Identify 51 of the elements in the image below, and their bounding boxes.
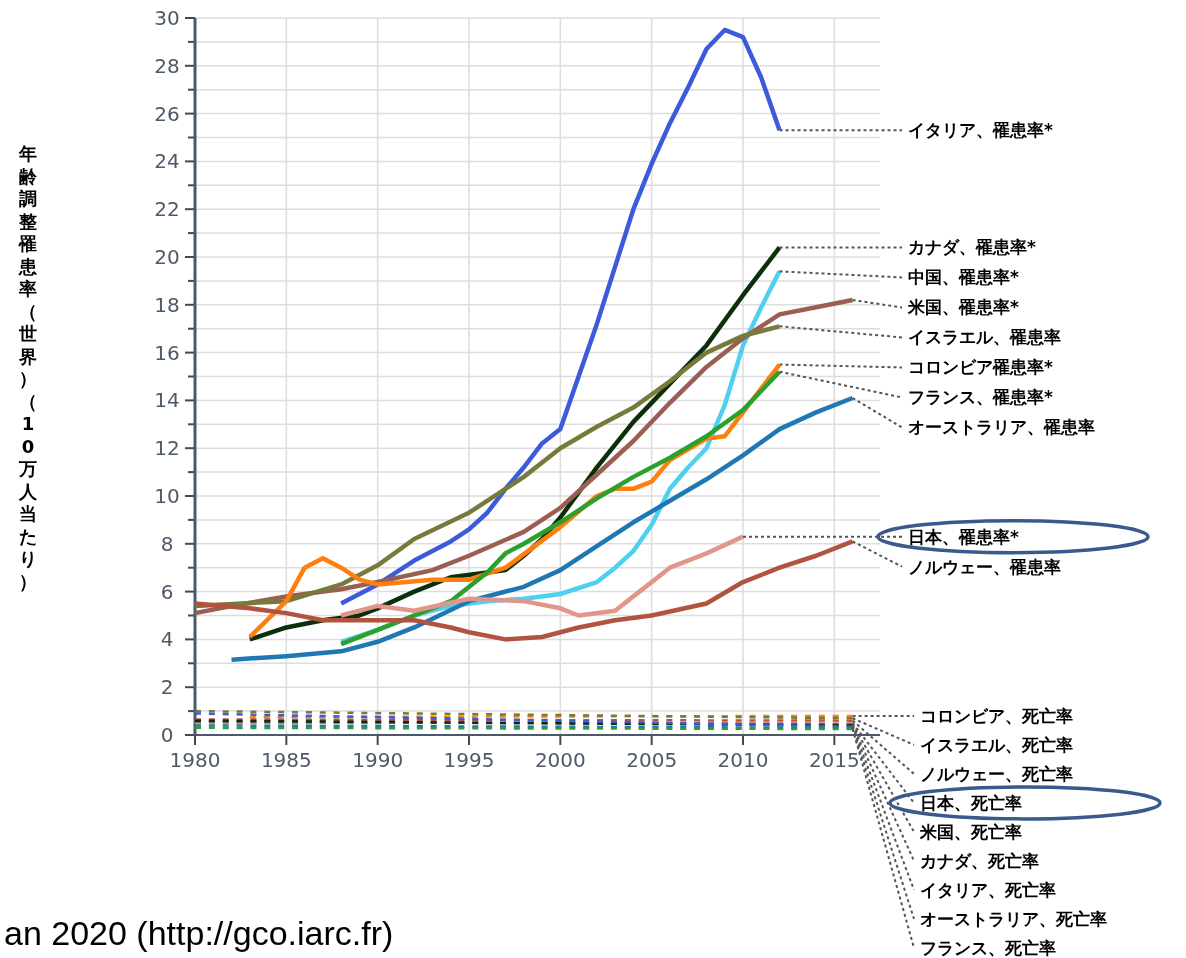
y-tick-label: 24 [154, 149, 180, 174]
line-series [338, 534, 746, 618]
text: コロンビア罹患率* [908, 357, 1053, 378]
y-tick-label: 26 [154, 101, 180, 126]
line-series [192, 324, 782, 609]
y-tick-label: 0 [160, 723, 174, 747]
text: イスラエル、罹患率 [908, 327, 1061, 348]
text: イタリア、死亡率 [920, 879, 1056, 900]
text: カナダ、罹患率* [908, 237, 1036, 258]
text: an 2020 (http://gco.iarc.fr) [4, 914, 394, 952]
text: イタリア、罹患率* [908, 120, 1053, 141]
line-series [192, 539, 855, 642]
y-tick-label: 22 [154, 197, 180, 222]
text: 米国、死亡率 [919, 821, 1022, 842]
y-tick-label: 30 [154, 6, 180, 30]
x-tick-label: 1985 [260, 748, 312, 772]
text: ノルウェー、罹患率 [908, 556, 1061, 577]
text: 日本、罹患率* [908, 526, 1019, 547]
text: オーストラリア、罹患率 [908, 417, 1095, 438]
y-tick-label: 10 [154, 484, 180, 508]
text: 年齢調整罹患率（世界）（10万人当たり） [19, 143, 37, 592]
y-tick-label: 18 [154, 292, 180, 317]
y-tick-label: 28 [154, 53, 180, 78]
x-tick-label: 2000 [534, 748, 586, 772]
y-tick-label: 16 [154, 340, 180, 365]
text: イスラエル、死亡率 [920, 734, 1073, 755]
text: ノルウェー、死亡率 [920, 763, 1073, 784]
text: コロンビア、死亡率 [920, 705, 1073, 726]
y-tick-label: 12 [154, 436, 180, 461]
line-series [338, 27, 782, 606]
text: フランス、死亡率 [920, 937, 1056, 958]
text: オーストラリア、死亡率 [920, 908, 1107, 929]
line-series [229, 395, 855, 662]
x-tick-label: 1980 [169, 748, 221, 772]
y-tick-label: 6 [160, 579, 174, 604]
x-tick-label: 1995 [443, 748, 495, 772]
text: 米国、罹患率* [907, 297, 1019, 318]
x-tick-label: 1990 [352, 748, 404, 772]
y-tick-label: 20 [154, 245, 180, 269]
y-tick-label: 2 [160, 675, 174, 700]
x-tick-label: 2015 [808, 748, 860, 772]
text: 日本、死亡率 [920, 792, 1022, 813]
x-tick-label: 2010 [717, 748, 769, 772]
text: カナダ、死亡率 [920, 850, 1039, 871]
y-tick-label: 8 [160, 531, 174, 556]
x-tick-label: 2005 [626, 748, 678, 772]
text: フランス、罹患率* [908, 387, 1053, 408]
line-series [338, 369, 782, 647]
y-tick-label: 4 [160, 627, 174, 652]
y-tick-label: 14 [154, 388, 180, 413]
text: 中国、罹患率* [908, 267, 1019, 288]
